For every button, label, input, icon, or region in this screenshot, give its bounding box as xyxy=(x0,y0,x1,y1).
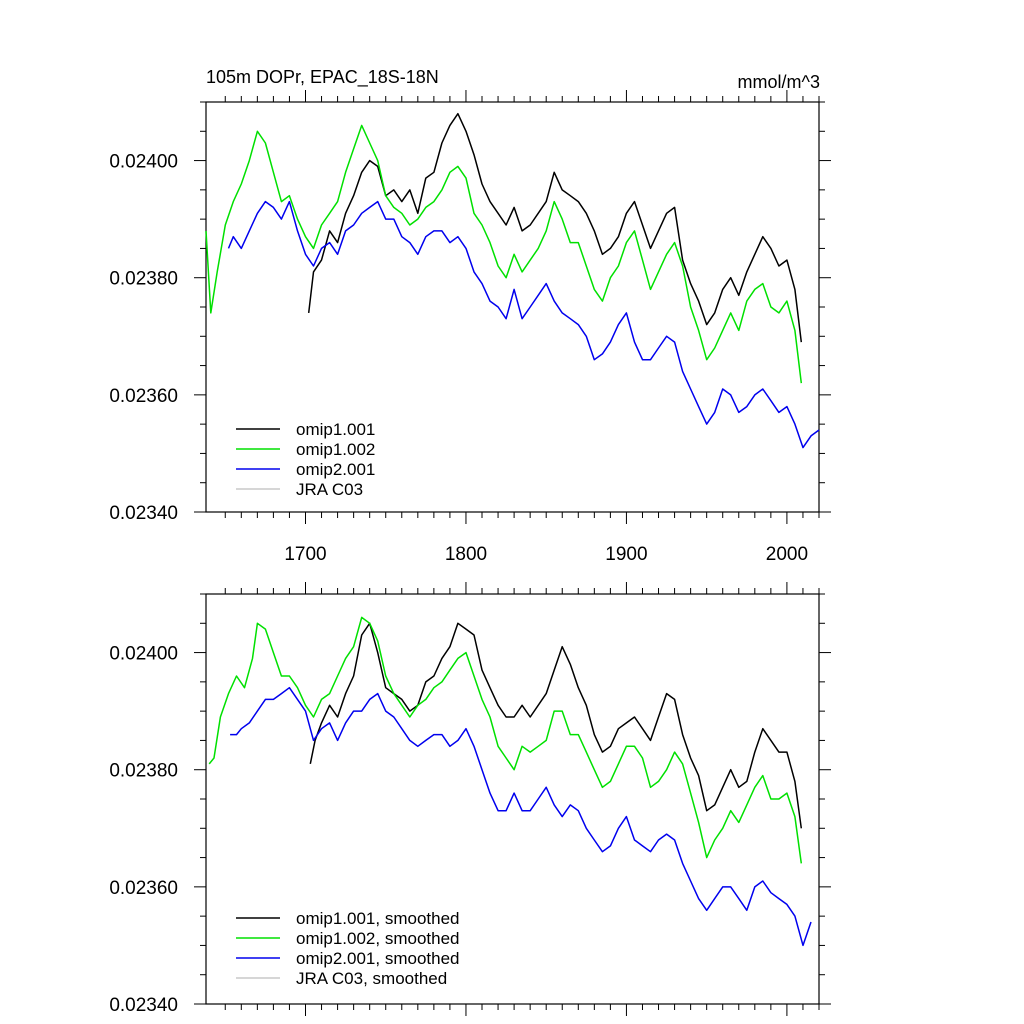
x-tick-label: 2000 xyxy=(766,544,808,565)
y-tick-label: 0.02380 xyxy=(109,269,178,290)
y-tick-label: 0.02340 xyxy=(109,995,178,1016)
x-tick-label: 1800 xyxy=(445,544,487,565)
x-tick-label: 1700 xyxy=(284,544,326,565)
y-tick-label: 0.02380 xyxy=(109,761,178,782)
series-line-omip2-001-smoothed xyxy=(230,686,812,947)
bottom-panel: 0.02340 0.02360 0.02380 0.02400 omip1.001, s… xyxy=(109,582,831,1016)
units-label: mmol/m^3 xyxy=(738,72,820,92)
legend-label: omip1.001, smoothed xyxy=(296,909,460,928)
legend-label: JRA C03, smoothed xyxy=(296,969,447,988)
legend-label: omip1.002, smoothed xyxy=(296,929,460,948)
series-line-omip2-001 xyxy=(227,200,820,449)
y-tick-label: 0.02400 xyxy=(109,152,178,173)
y-tick-label: 0.02340 xyxy=(109,503,178,524)
x-tick-label: 1900 xyxy=(605,544,647,565)
series-line-omip1-001-smoothed xyxy=(309,622,803,829)
legend-label: omip2.001, smoothed xyxy=(296,949,460,968)
series-line-omip1-002 xyxy=(205,124,803,384)
legend-label: omip1.002 xyxy=(296,440,375,459)
series-line-omip1-001 xyxy=(307,112,803,343)
y-tick-label: 0.02400 xyxy=(109,644,178,665)
legend-label: omip2.001 xyxy=(296,460,375,479)
y-tick-label: 0.02360 xyxy=(109,386,178,407)
legend-label: omip1.001 xyxy=(296,420,375,439)
chart-title: 105m DOPr, EPAC_18S-18N xyxy=(206,67,439,88)
y-tick-label: 0.02360 xyxy=(109,878,178,899)
top-panel: 0.02340 0.02360 0.02380 0.02400 1700 1800 1900… xyxy=(109,90,831,565)
legend-label: JRA C03 xyxy=(296,480,363,499)
series-line-omip1-002-smoothed xyxy=(208,616,803,864)
